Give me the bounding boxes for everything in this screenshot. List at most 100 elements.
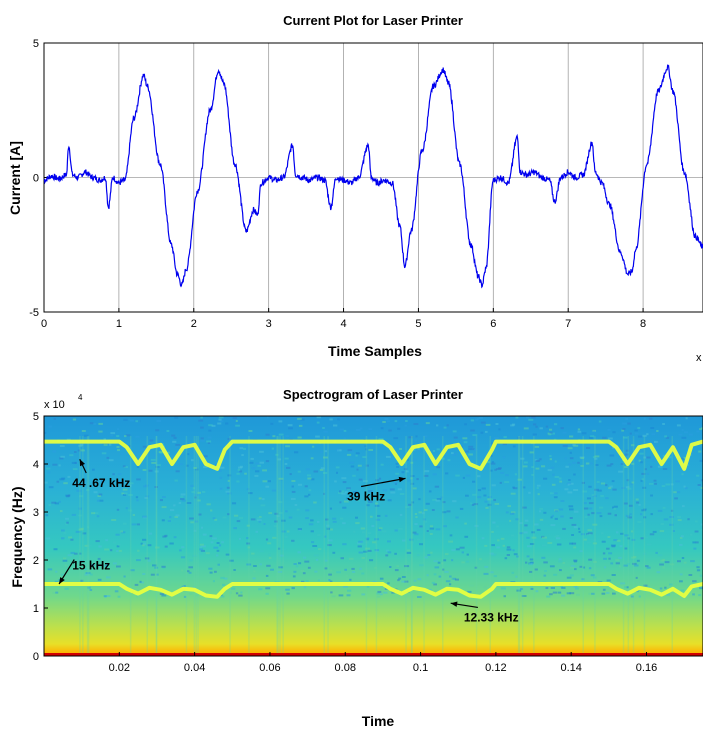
noise-speck xyxy=(330,591,332,593)
noise-speck xyxy=(234,515,238,517)
noise-speck xyxy=(162,536,166,538)
noise-speck xyxy=(647,543,652,545)
noise-speck xyxy=(574,560,577,562)
noise-speck xyxy=(113,541,116,543)
noise-speck xyxy=(465,495,469,497)
noise-speck xyxy=(554,496,558,498)
noise-speck xyxy=(600,495,604,497)
noise-speck xyxy=(689,574,693,576)
noise-speck xyxy=(318,548,321,550)
current-plot-ylabel: Current [A] xyxy=(7,141,23,215)
noise-speck xyxy=(578,428,580,430)
noise-speck xyxy=(155,429,159,431)
noise-streak xyxy=(672,436,674,656)
noise-speck xyxy=(660,530,664,532)
noise-speck xyxy=(533,434,537,436)
noise-speck xyxy=(352,571,355,573)
noise-speck xyxy=(456,548,460,550)
noise-speck xyxy=(417,578,421,580)
spectrogram-y-tick-label: 1 xyxy=(33,603,39,615)
noise-speck xyxy=(179,549,182,551)
noise-speck xyxy=(171,435,175,437)
noise-speck xyxy=(143,543,146,545)
noise-speck xyxy=(498,428,500,430)
noise-speck xyxy=(320,451,323,453)
noise-speck xyxy=(445,553,449,555)
noise-speck xyxy=(219,419,222,421)
noise-speck xyxy=(349,579,351,581)
annotation-label: 15 kHz xyxy=(72,559,110,573)
noise-speck xyxy=(535,569,538,571)
noise-speck xyxy=(453,430,457,432)
noise-speck xyxy=(574,526,578,528)
noise-speck xyxy=(478,489,481,491)
noise-speck xyxy=(507,546,511,548)
noise-speck xyxy=(258,588,262,590)
noise-speck xyxy=(336,472,338,474)
noise-speck xyxy=(124,435,127,437)
noise-speck xyxy=(650,427,654,429)
noise-speck xyxy=(63,482,68,484)
noise-speck xyxy=(540,427,543,429)
noise-speck xyxy=(257,465,261,467)
noise-speck xyxy=(555,476,560,478)
noise-speck xyxy=(524,427,529,429)
noise-speck xyxy=(696,430,699,432)
noise-speck xyxy=(407,552,412,554)
noise-speck xyxy=(603,558,607,560)
noise-speck xyxy=(419,564,424,566)
noise-speck xyxy=(175,444,180,446)
current-plot-x-tick-label: 2 xyxy=(191,318,197,330)
current-plot-xlabel: Time Samples xyxy=(328,343,422,359)
noise-speck xyxy=(359,552,363,554)
noise-speck xyxy=(305,485,308,487)
noise-streak xyxy=(628,436,630,656)
noise-speck xyxy=(268,512,272,514)
noise-speck xyxy=(636,577,638,579)
noise-speck xyxy=(266,434,270,436)
noise-speck xyxy=(310,548,314,550)
noise-speck xyxy=(310,519,314,521)
noise-speck xyxy=(226,554,230,556)
noise-speck xyxy=(436,528,441,530)
noise-speck xyxy=(616,562,620,564)
noise-speck xyxy=(217,423,221,425)
noise-speck xyxy=(347,444,350,446)
noise-speck xyxy=(272,448,274,450)
noise-speck xyxy=(526,417,529,419)
noise-speck xyxy=(352,475,356,477)
noise-speck xyxy=(60,456,65,458)
noise-speck xyxy=(294,451,298,453)
noise-speck xyxy=(397,579,400,581)
noise-speck xyxy=(202,491,205,493)
noise-speck xyxy=(580,566,583,568)
noise-speck xyxy=(549,455,551,457)
noise-speck xyxy=(664,435,667,437)
noise-speck xyxy=(697,569,700,571)
noise-speck xyxy=(191,459,194,461)
noise-speck xyxy=(137,523,140,525)
noise-speck xyxy=(305,509,309,511)
noise-speck xyxy=(356,452,360,454)
noise-speck xyxy=(535,446,539,448)
spectrogram-x-tick-label: 0.12 xyxy=(485,662,506,674)
noise-speck xyxy=(433,473,437,475)
noise-speck xyxy=(646,457,651,459)
noise-speck xyxy=(641,537,644,539)
noise-speck xyxy=(187,502,192,504)
noise-speck xyxy=(201,437,204,439)
noise-speck xyxy=(98,546,101,548)
noise-speck xyxy=(320,469,324,471)
noise-speck xyxy=(629,505,633,507)
noise-speck xyxy=(664,518,669,520)
noise-speck xyxy=(546,587,549,589)
noise-speck xyxy=(491,531,494,533)
noise-speck xyxy=(118,596,121,598)
noise-speck xyxy=(588,559,592,561)
noise-speck xyxy=(214,571,217,573)
noise-speck xyxy=(562,528,566,530)
noise-speck xyxy=(168,583,171,585)
noise-speck xyxy=(238,469,241,471)
noise-speck xyxy=(531,588,534,590)
noise-speck xyxy=(507,505,511,507)
